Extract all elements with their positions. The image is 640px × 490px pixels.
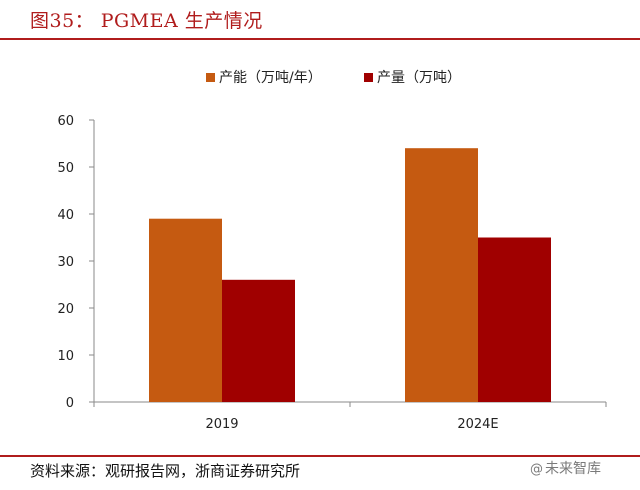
at-sign-icon: @ <box>530 462 543 477</box>
legend-swatch <box>364 73 373 82</box>
y-tick-label: 30 <box>57 255 74 270</box>
y-tick-label: 50 <box>57 161 74 176</box>
title-bar: 图35： PGMEA 生产情况 <box>0 0 640 40</box>
legend-swatch <box>206 73 215 82</box>
y-tick-label: 0 <box>66 396 74 411</box>
y-tick-label: 10 <box>57 349 74 364</box>
watermark: @ 未来智库 <box>530 458 601 478</box>
watermark-text: 未来智库 <box>545 461 601 477</box>
y-tick-label: 40 <box>57 208 74 223</box>
figure-title: 图35： PGMEA 生产情况 <box>30 10 263 32</box>
chart-bars <box>149 148 551 402</box>
bar-capacity-2019 <box>149 218 222 402</box>
bar-capacity-2024E <box>405 148 478 402</box>
bar-output-2019 <box>222 279 295 402</box>
bar-chart: 产能（万吨/年） 产量（万吨） 0 10 20 30 40 50 60 2019 2024E <box>57 70 607 432</box>
source-note: 资料来源：观研报告网，浙商证券研究所 <box>30 462 301 480</box>
legend-label: 产能（万吨/年） <box>219 70 322 86</box>
chart-axes: 0 10 20 30 40 50 60 2019 2024E <box>57 114 607 432</box>
source-divider <box>0 455 640 457</box>
legend-label: 产量（万吨） <box>377 70 461 86</box>
x-tick-label: 2024E <box>457 417 498 432</box>
y-tick-label: 20 <box>57 302 74 317</box>
chart-legend: 产能（万吨/年） 产量（万吨） <box>206 70 461 86</box>
y-tick-label: 60 <box>57 114 74 129</box>
bar-output-2024E <box>478 237 551 402</box>
x-tick-label: 2019 <box>205 417 238 432</box>
